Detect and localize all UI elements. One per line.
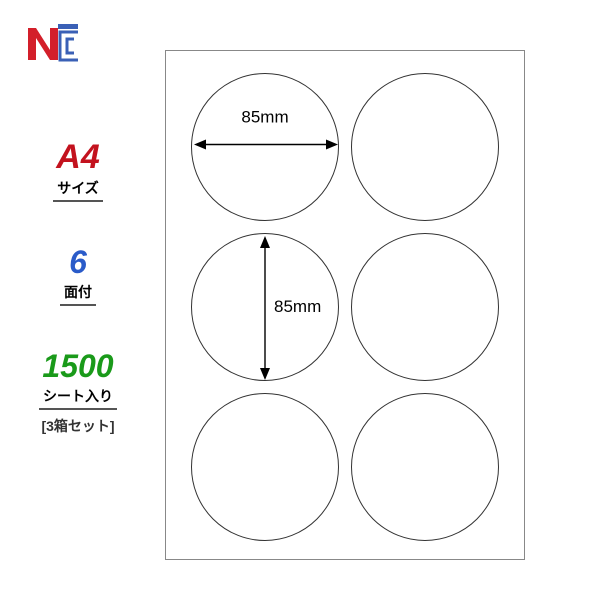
dimension-vertical: 85mm [250, 234, 280, 380]
dimension-vertical-label: 85mm [274, 297, 321, 317]
brand-logo [24, 22, 84, 66]
dimension-horizontal-label: 85mm [192, 108, 338, 128]
label-circle [351, 393, 499, 541]
spec-sheets-note: [3箱セット] [18, 416, 138, 436]
spec-sheets-label: シート入り [39, 384, 117, 410]
spec-size-label: サイズ [53, 176, 103, 202]
label-sheet: 85mm 85mm [165, 50, 525, 560]
spec-faces: 6 面付 [18, 246, 138, 306]
spec-size-value: A4 [18, 140, 138, 174]
spec-faces-value: 6 [18, 246, 138, 278]
spec-column: A4 サイズ 6 面付 1500 シート入り [3箱セット] [18, 140, 138, 480]
label-circle: 85mm [191, 73, 339, 221]
spec-faces-label: 面付 [60, 280, 96, 306]
label-circle [191, 393, 339, 541]
spec-sheets-value: 1500 [18, 350, 138, 382]
label-circle [351, 233, 499, 381]
product-spec-diagram: A4 サイズ 6 面付 1500 シート入り [3箱セット] [0, 0, 600, 600]
circle-grid: 85mm 85mm [166, 51, 524, 559]
label-circle: 85mm [191, 233, 339, 381]
spec-sheets: 1500 シート入り [3箱セット] [18, 350, 138, 436]
label-circle [351, 73, 499, 221]
spec-size: A4 サイズ [18, 140, 138, 202]
dimension-horizontal: 85mm [192, 130, 338, 165]
